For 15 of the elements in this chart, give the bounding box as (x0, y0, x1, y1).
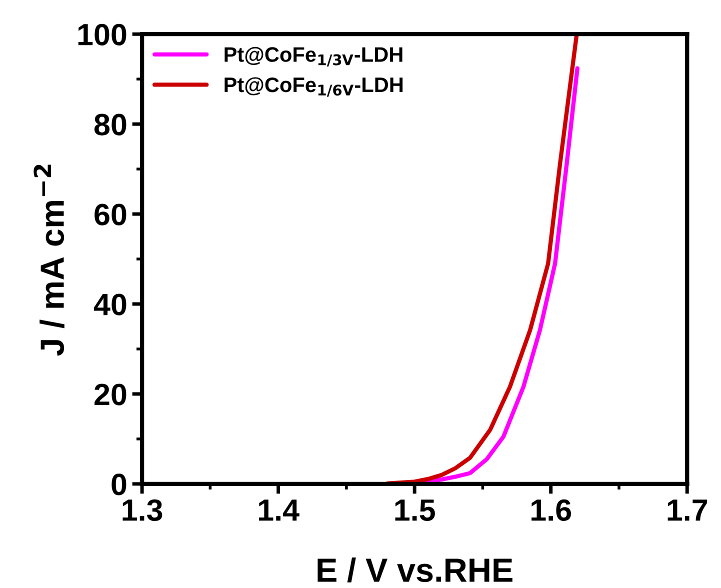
y-axis-title: J / mA cm$^{−2}$ (34, 164, 64, 356)
x-tick-label: 1.5 (395, 500, 435, 521)
x-tick-label: 1.4 (258, 500, 300, 521)
y-tick-label: 80 (94, 114, 126, 136)
x-axis-title: E / V vs.RHE (318, 558, 512, 582)
y-tick-label: 40 (94, 294, 126, 316)
x-tick-label: 1.3 (122, 499, 162, 521)
x-tick-label: 1.7 (668, 500, 708, 521)
legend-label: Pt@CoFe$_{1/3V}$-LDH (224, 46, 402, 66)
legend-label: Pt@CoFe$_{1/6V}$-LDH (224, 77, 403, 97)
y-tick-label: 20 (94, 384, 126, 406)
x-tick-label: 1.6 (532, 499, 571, 521)
y-tick-label: 0 (112, 474, 126, 496)
y-tick-label: 60 (94, 204, 126, 226)
y-tick-label: 100 (78, 24, 126, 46)
